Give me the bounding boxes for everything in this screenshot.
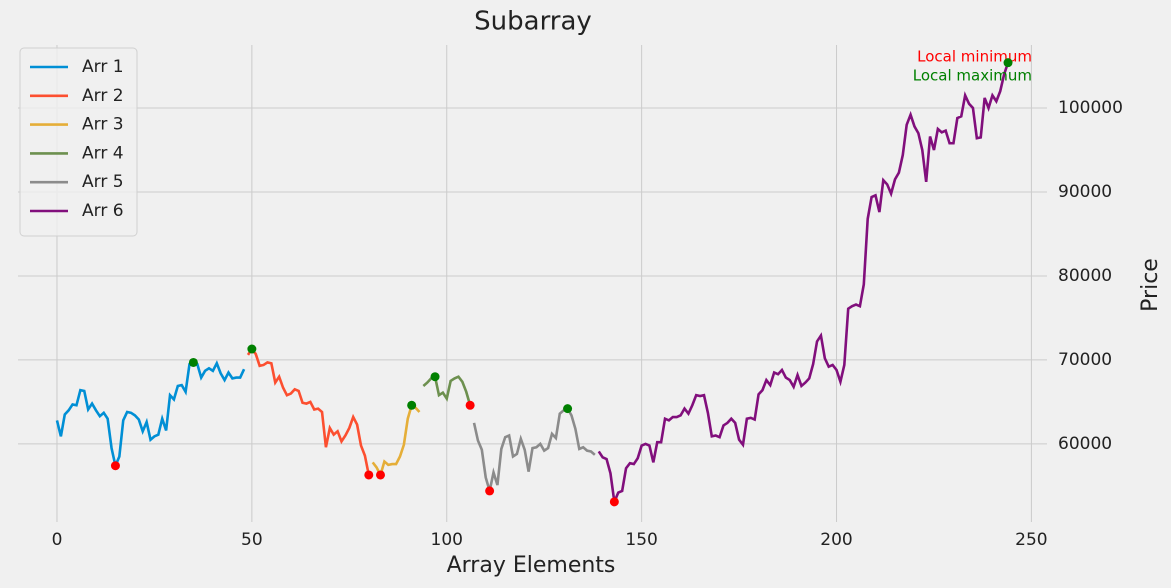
series-line [55, 360, 246, 470]
legend: Arr 1 Arr 2 Arr 3 Arr 4 Arr 5 Arr 6 [19, 47, 138, 237]
extremum-marker [188, 357, 198, 367]
y-tick-label: 90000 [1058, 182, 1112, 202]
extremum-marker [430, 372, 440, 382]
y-tick-label: 100000 [1058, 98, 1123, 118]
legend-label: Arr 1 [82, 57, 124, 77]
y-tick-label: 80000 [1058, 266, 1112, 286]
x-tick-label: 150 [625, 530, 657, 550]
extremum-marker [609, 497, 619, 507]
y-axis-label: Price [1138, 258, 1163, 312]
extremum-marker [110, 461, 120, 471]
series-line [246, 346, 371, 476]
y-tick-label: 60000 [1058, 434, 1112, 454]
extremum-marker [247, 344, 257, 354]
legend-label: Arr 3 [82, 115, 124, 135]
x-tick-label: 100 [431, 530, 463, 550]
x-tick-label: 50 [241, 530, 263, 550]
y-tick-label: 70000 [1058, 350, 1112, 370]
annotation: Local minimum [917, 48, 1032, 66]
extremum-marker [485, 486, 495, 496]
legend-label: Arr 6 [82, 201, 124, 221]
x-tick-label: 250 [1015, 530, 1047, 550]
x-tick-label: 200 [820, 530, 852, 550]
extremum-marker [563, 404, 573, 414]
legend-label: Arr 2 [82, 86, 124, 106]
extremum-marker [407, 400, 417, 410]
extremum-marker [465, 400, 475, 410]
extremum-marker [1003, 58, 1013, 68]
x-axis-label: Array Elements [447, 553, 616, 578]
chart-title: Subarray [474, 7, 592, 37]
x-tick-label: 0 [52, 530, 63, 550]
series-line [472, 406, 596, 492]
legend-label: Arr 5 [82, 172, 124, 192]
legend-label: Arr 4 [82, 143, 124, 163]
annotation: Local maximum [913, 67, 1032, 85]
series-line [597, 62, 1010, 507]
extremum-marker [364, 470, 374, 480]
extremum-marker [375, 470, 385, 480]
